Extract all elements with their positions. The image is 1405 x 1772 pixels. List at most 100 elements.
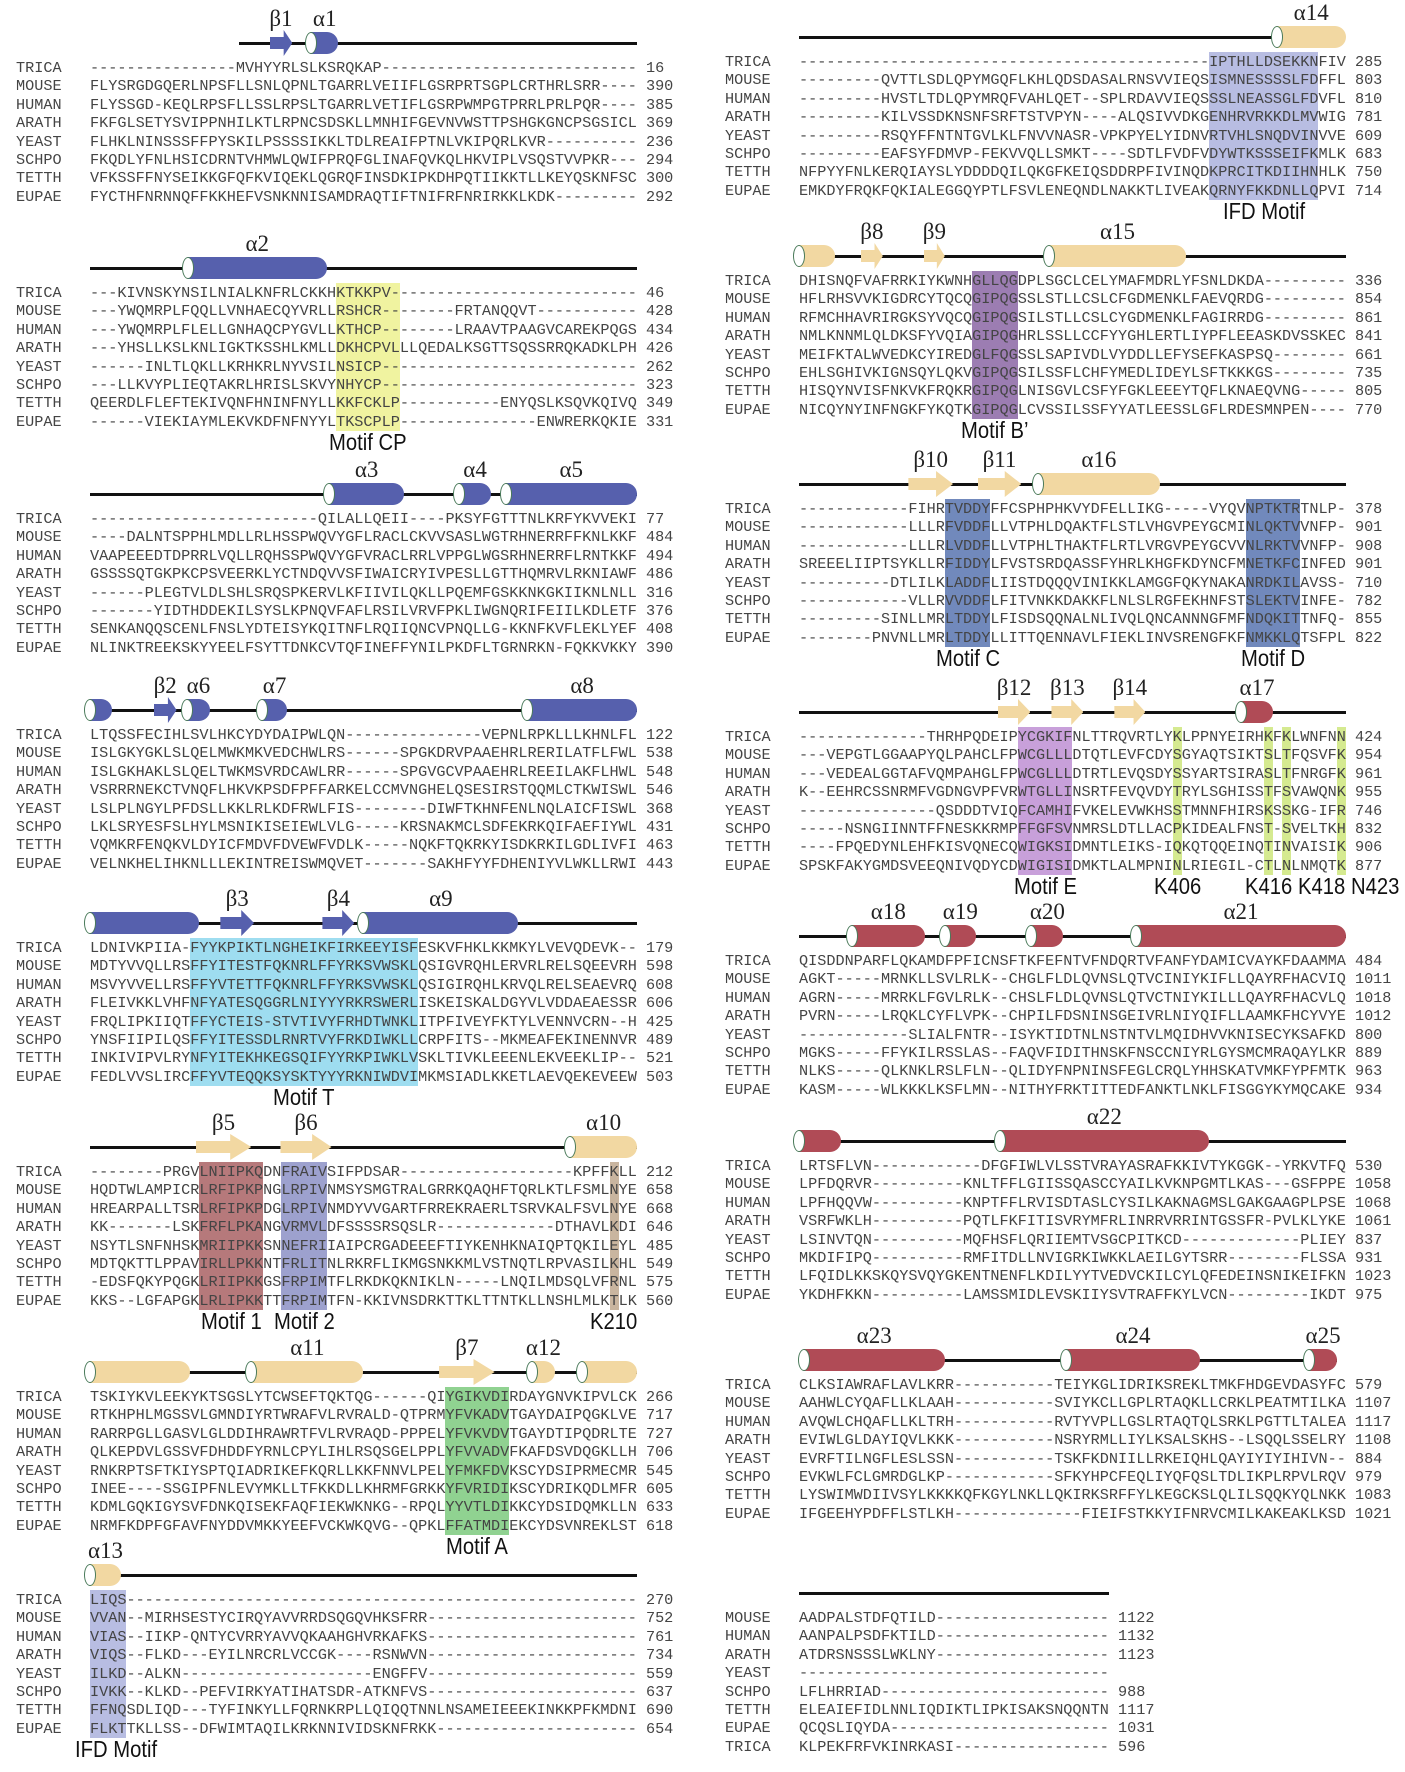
residue-position: 800 bbox=[1354, 1025, 1383, 1044]
aligned-sequence: ----DALNTSPPHLMDLLRLHSSPWQVYGFLRACLCKVVS… bbox=[90, 528, 637, 547]
residue-position: 963 bbox=[1354, 1062, 1383, 1081]
residue-position: 690 bbox=[645, 1701, 674, 1720]
residue-position: 424 bbox=[1354, 728, 1383, 746]
helix-cylinder-cap bbox=[84, 912, 96, 934]
species-name: EUPAE bbox=[725, 1504, 771, 1523]
aligned-sequence: LIQS------------------------------------… bbox=[90, 1591, 637, 1609]
aligned-sequence: VIQS--FLKD---EYILNRCRLVCCGK----RSNWVN---… bbox=[90, 1646, 637, 1665]
species-name: TETTH bbox=[725, 1267, 771, 1286]
beta-strand-arrow bbox=[860, 243, 883, 269]
aligned-sequence: SREEELIIPTSYKLLRFIDDYLFVSTSRDQASSFYHRLKH… bbox=[799, 555, 1346, 574]
species-name: MOUSE bbox=[725, 970, 771, 989]
residue-position: 530 bbox=[1354, 1157, 1383, 1175]
species-name: TRICA bbox=[725, 728, 771, 746]
secondary-structure-backbone bbox=[799, 36, 1277, 39]
secondary-structure-label: α16 bbox=[1081, 447, 1117, 472]
secondary-structure-label: β14 bbox=[1112, 675, 1148, 700]
species-name: EUPAE bbox=[16, 412, 62, 431]
residue-position: 822 bbox=[1354, 628, 1383, 647]
species-name: SCHPO bbox=[725, 1249, 771, 1267]
beta-strand-arrow bbox=[997, 699, 1031, 725]
aligned-sequence: IFGEEHYPDFFLSTLKH--------------FIEIFSTKK… bbox=[799, 1504, 1346, 1523]
species-name: MOUSE bbox=[725, 71, 771, 90]
species-name: TETTH bbox=[16, 169, 62, 188]
helix-cylinder bbox=[527, 699, 637, 721]
secondary-structure-label: α9 bbox=[429, 886, 453, 911]
aligned-sequence: AAHWLCYQAFLLKLAAH-----------SVIYKCLLGPLR… bbox=[799, 1394, 1346, 1413]
species-name: ARATH bbox=[16, 1443, 62, 1462]
residue-position: 1132 bbox=[1117, 1627, 1155, 1646]
helix-cylinder-cap bbox=[1270, 26, 1283, 48]
residue-position: 1018 bbox=[1354, 988, 1392, 1007]
motif-highlight bbox=[190, 938, 419, 1087]
secondary-structure-label: α23 bbox=[856, 1323, 892, 1348]
residue-position: 292 bbox=[645, 187, 674, 206]
motif-label: Motif 2 bbox=[273, 1308, 335, 1335]
species-name: SCHPO bbox=[725, 1682, 771, 1701]
residue-position: 1012 bbox=[1354, 1007, 1392, 1026]
species-name: MOUSE bbox=[725, 1609, 771, 1627]
species-name: SCHPO bbox=[725, 145, 771, 163]
aligned-sequence: INEE----SSGIPFNLEVYMKLLTFKKDLLKHRMFGRKKY… bbox=[90, 1480, 637, 1498]
aligned-sequence: FKFGLSETYSVIPPNHILKTLRPNCSDSKLLMNHIFGEVN… bbox=[90, 114, 637, 133]
species-name: ARATH bbox=[16, 114, 62, 133]
species-name: EUPAE bbox=[725, 400, 771, 419]
aligned-sequence: ---------SINLLMRLTDDYLFISDSQQNALNLIVQLQN… bbox=[799, 610, 1346, 629]
helix-cylinder bbox=[328, 483, 405, 505]
aligned-sequence: NLKS-----QLKNKLRSLFLN--QLIDYFNPNINSFEGLC… bbox=[799, 1062, 1346, 1081]
helix-cylinder bbox=[582, 1361, 637, 1383]
species-name: EUPAE bbox=[16, 854, 62, 873]
species-name: TRICA bbox=[16, 1591, 62, 1609]
helix-cylinder bbox=[262, 699, 287, 721]
species-name: YEAST bbox=[725, 1664, 771, 1683]
species-name: EUPAE bbox=[725, 1719, 771, 1738]
species-name: MOUSE bbox=[725, 1394, 771, 1413]
aligned-sequence: ---------KILVSSDKNSNFSRFTSTVPYN----ALQSI… bbox=[799, 108, 1346, 127]
aligned-sequence: HREARPALLTSRLRFIPKPDGLRPIVNMDYVVGARTFRRE… bbox=[90, 1199, 637, 1218]
residue-position: 934 bbox=[1354, 1080, 1383, 1099]
motif-label: Motif E bbox=[1013, 873, 1077, 900]
aligned-sequence: MSVYVVELLRSFFYVTETTFQKNRLFFYRKSVWSKLQSIG… bbox=[90, 975, 637, 994]
species-name: EUPAE bbox=[16, 1067, 62, 1086]
residue-position: 1068 bbox=[1354, 1193, 1392, 1212]
residue-position: 668 bbox=[645, 1199, 674, 1218]
aligned-sequence: ---------------------------------- bbox=[799, 1664, 1109, 1683]
secondary-structure-label: α18 bbox=[870, 899, 906, 924]
secondary-structure-label: α3 bbox=[354, 457, 379, 482]
motif-label: K210 bbox=[590, 1308, 638, 1335]
secondary-structure-label: β9 bbox=[922, 219, 946, 244]
aligned-sequence: ------------LLLRLVDDFLLVTPHLTHAKTFLRTLVR… bbox=[799, 536, 1346, 555]
species-name: YEAST bbox=[16, 583, 62, 602]
residue-position: 979 bbox=[1354, 1468, 1383, 1486]
species-name: TRICA bbox=[725, 1376, 771, 1394]
secondary-structure-label: α7 bbox=[262, 673, 287, 698]
aligned-sequence: KASM-----WLKKKLKSFLMN--NITHYFRKTITTEDFAN… bbox=[799, 1080, 1346, 1099]
species-name: TRICA bbox=[725, 952, 771, 970]
residue-position: 336 bbox=[1354, 272, 1383, 290]
residue-position: 349 bbox=[645, 394, 674, 413]
species-name: TETTH bbox=[16, 1273, 62, 1292]
helix-cylinder bbox=[459, 483, 491, 505]
residue-position: 316 bbox=[645, 583, 674, 602]
motif-highlight bbox=[199, 1162, 264, 1311]
species-name: EUPAE bbox=[16, 187, 62, 206]
helix-cylinder-cap bbox=[84, 699, 96, 721]
species-name: YEAST bbox=[725, 1230, 771, 1249]
secondary-structure-label: β10 bbox=[913, 447, 949, 472]
motif-label: K406 bbox=[1153, 873, 1201, 900]
aligned-sequence: QISDDNPARFLQKAMDFPFICNSFTKFEFNTVFNDQRTVF… bbox=[799, 952, 1346, 970]
helix-cylinder bbox=[251, 1361, 364, 1383]
species-name: HUMAN bbox=[16, 95, 62, 114]
species-name: SCHPO bbox=[16, 1683, 62, 1701]
residue-position: 734 bbox=[645, 1646, 674, 1665]
residue-position: 633 bbox=[645, 1498, 674, 1517]
aligned-sequence: ---------------QSDDDTVIQFCAMHIFVKELEVWKH… bbox=[799, 801, 1346, 820]
aligned-sequence: NICQYNYINFNGKFYKQTKGIPQGLCVSSILSSFYYATLE… bbox=[799, 400, 1346, 419]
residue-position: 746 bbox=[1354, 801, 1383, 820]
residue-position: 560 bbox=[645, 1291, 674, 1310]
species-name: ARATH bbox=[16, 339, 62, 358]
motif-highlight bbox=[972, 271, 1018, 420]
aligned-sequence: ------------SLIALFNTR--ISYKTIDTNLNSTNTVL… bbox=[799, 1025, 1346, 1044]
species-name: YEAST bbox=[725, 126, 771, 145]
helix-cylinder bbox=[944, 925, 976, 947]
